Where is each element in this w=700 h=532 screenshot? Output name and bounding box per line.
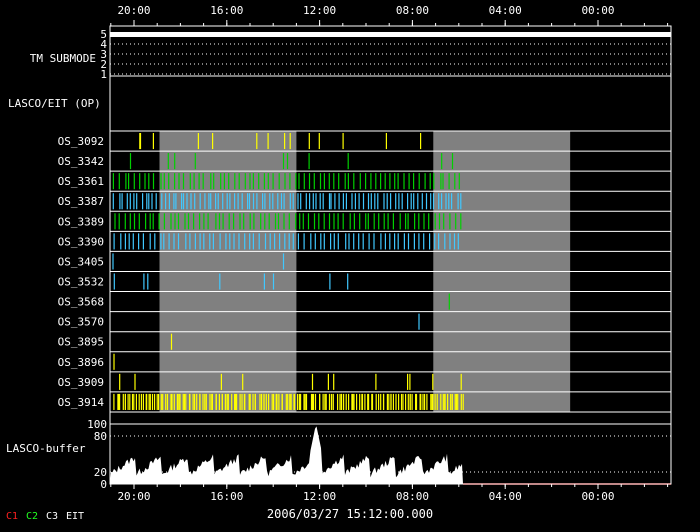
- time-label-top: 20:00: [117, 4, 150, 17]
- row-os-3387: [110, 190, 671, 210]
- row-labels: OS_3092 OS_3342 OS_3361 OS_3387 OS_3389 OS_33…: [6, 28, 107, 491]
- timestamp: 2006/03/27 15:12:00.000: [266, 507, 434, 521]
- row-label-os-3570: OS_3570: [58, 316, 104, 329]
- buffer-tick-100: 100: [87, 418, 107, 431]
- buffer-fill: [110, 426, 463, 484]
- row-os-3895: [110, 331, 671, 350]
- row-label-os-3909: OS_3909: [58, 376, 104, 389]
- legend-c3: C3: [46, 511, 59, 522]
- row-label-os-3896: OS_3896: [58, 356, 104, 369]
- time-label-top: 12:00: [303, 4, 336, 17]
- time-label-top: 08:00: [396, 4, 429, 17]
- row-os-3568: [110, 291, 671, 310]
- lasco-buffer-label: LASCO-buffer: [6, 442, 86, 455]
- row-label-os-3532: OS_3532: [58, 275, 104, 288]
- time-label-top: 16:00: [210, 4, 243, 17]
- row-os-3389: [110, 210, 671, 230]
- legend-c2: C2: [26, 511, 39, 522]
- row-os-3405: [110, 250, 671, 270]
- time-label-bottom: 00:00: [581, 490, 614, 503]
- tm-level-2: 2: [100, 58, 107, 71]
- row-label-os-3390: OS_3390: [58, 235, 104, 248]
- time-label-bottom: 20:00: [117, 490, 150, 503]
- time-label-top: 00:00: [581, 4, 614, 17]
- row-os-3909: [110, 371, 671, 390]
- row-label-os-3387: OS_3387: [58, 195, 104, 208]
- row-os-3570: [110, 311, 671, 330]
- row-os-3532: [110, 270, 671, 290]
- legend-eit: EIT: [66, 511, 85, 522]
- row-label-os-3092: OS_3092: [58, 135, 104, 148]
- tm-level-3: 3: [100, 48, 107, 61]
- os-rows: [110, 130, 671, 413]
- time-label-bottom: 08:00: [396, 490, 429, 503]
- row-os-3361: [110, 170, 671, 190]
- tm-submode-bar: [110, 32, 671, 37]
- tm-level-5: 5: [100, 28, 107, 41]
- row-os-3914: [110, 391, 671, 410]
- row-label-os-3405: OS_3405: [58, 255, 104, 268]
- time-label-bottom: 04:00: [489, 490, 522, 503]
- row-label-os-3568: OS_3568: [58, 296, 104, 309]
- axes: 20:00 20:00 16:00 16:00 12:00 12:00 08:00 08:00…: [109, 4, 672, 503]
- time-label-top: 04:00: [489, 4, 522, 17]
- buffer-tick-80: 80: [94, 430, 107, 443]
- lasco-buffer-panel: [110, 423, 671, 485]
- row-label-os-3914: OS_3914: [58, 396, 105, 409]
- legend-c1: C1: [6, 511, 19, 522]
- time-label-bottom: 12:00: [303, 490, 336, 503]
- row-label-os-3895: OS_3895: [58, 336, 104, 349]
- plot-frame: [109, 25, 672, 485]
- time-label-bottom: 16:00: [210, 490, 243, 503]
- tm-level-1: 1: [100, 68, 107, 81]
- row-os-3092: [110, 130, 671, 150]
- row-os-3342: [110, 150, 671, 170]
- row-label-os-3389: OS_3389: [58, 215, 104, 228]
- buffer-tick-20: 20: [94, 466, 107, 479]
- tm-submode-label: TM SUBMODE: [30, 52, 96, 65]
- lasco-eit-label: LASCO/EIT (OP): [8, 97, 101, 110]
- row-os-3896: [110, 351, 671, 370]
- tm-level-4: 4: [100, 38, 107, 51]
- row-label-os-3361: OS_3361: [58, 175, 104, 188]
- row-label-os-3342: OS_3342: [58, 155, 104, 168]
- row-os-3390: [110, 230, 671, 250]
- buffer-tick-0: 0: [100, 478, 107, 491]
